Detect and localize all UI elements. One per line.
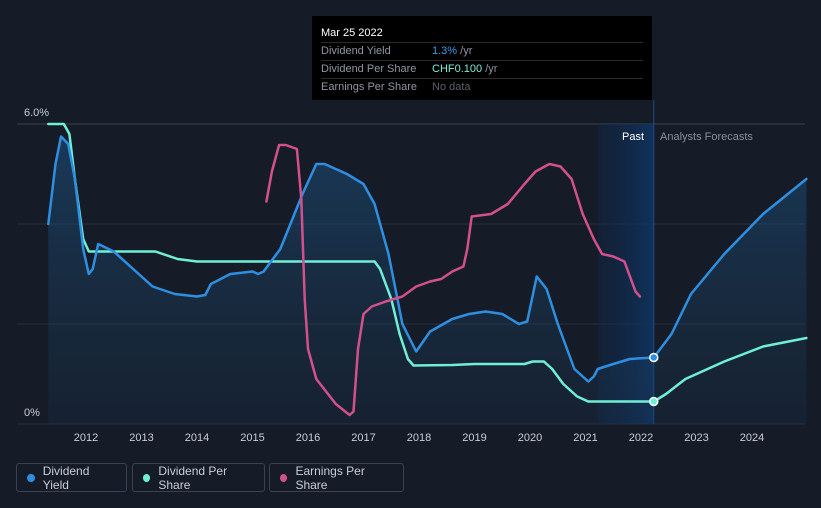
tooltip-value: 1.3% (432, 45, 458, 57)
x-tick-label: 2012 (74, 432, 98, 444)
tooltip-value: No data (432, 81, 471, 93)
x-tick-label: 2015 (240, 432, 264, 444)
x-tick-label: 2014 (185, 432, 209, 444)
x-tick-label: 2016 (296, 432, 320, 444)
x-tick-label: 2020 (518, 432, 542, 444)
dividend-yield-marker[interactable] (649, 352, 659, 363)
legend-dot-icon (143, 473, 151, 482)
tooltip-row-dps: Dividend Per Share CHF0.100 /yr (321, 60, 643, 78)
x-tick-label: 2018 (407, 432, 431, 444)
x-tick-label: 2024 (740, 432, 764, 444)
forecast-label: Analysts Forecasts (660, 131, 753, 143)
tooltip-date: Mar 25 2022 (321, 27, 383, 39)
x-tick-label: 2013 (129, 432, 153, 444)
yield-area (48, 136, 807, 424)
tooltip-unit: /yr (482, 63, 498, 75)
tooltip-label: Dividend Per Share (321, 63, 417, 75)
legend-label: Dividend Per Share (158, 463, 228, 492)
legend-label: Dividend Yield (42, 463, 90, 492)
axis-ticks: 2012 2013 2014 2015 2016 2017 2018 2019 2020 2021… (24, 107, 764, 444)
dividend-yield-line (47, 135, 808, 383)
legend-earnings-per-share[interactable]: Earnings Per Share (269, 463, 404, 492)
y-tick-label: 0% (24, 407, 40, 419)
legend-dot-icon (280, 473, 288, 482)
tooltip-label: Earnings Per Share (321, 81, 417, 93)
past-label: Past (622, 131, 644, 143)
x-tick-label: 2019 (462, 432, 486, 444)
tooltip: Mar 25 2022 Dividend Yield 1.3% /yr Divi… (312, 16, 652, 100)
tooltip-row-yield: Dividend Yield 1.3% /yr (321, 42, 643, 60)
tooltip-value: CHF0.100 (432, 63, 483, 75)
x-tick-label: 2017 (351, 432, 375, 444)
tooltip-row-eps: Earnings Per Share No data (321, 78, 643, 96)
legend-dividend-per-share[interactable]: Dividend Per Share (132, 463, 265, 492)
x-tick-label: 2021 (573, 432, 597, 444)
dividend-per-share-line (47, 122, 808, 403)
legend-label: Earnings Per Share (295, 463, 365, 492)
x-tick-label: 2022 (629, 432, 653, 444)
legend-dividend-yield[interactable]: Dividend Yield (16, 463, 127, 492)
tooltip-unit: /yr (457, 45, 473, 57)
dividend-per-share-marker[interactable] (649, 396, 659, 407)
dividend-yield-area (48, 136, 807, 424)
series-lines (47, 122, 808, 417)
x-tick-label: 2023 (684, 432, 708, 444)
y-tick-label: 6.0% (24, 107, 49, 119)
series-markers (649, 352, 659, 407)
legend-dot-icon (27, 473, 35, 482)
earnings-per-share-line (265, 143, 642, 417)
tooltip-label: Dividend Yield (321, 45, 391, 57)
